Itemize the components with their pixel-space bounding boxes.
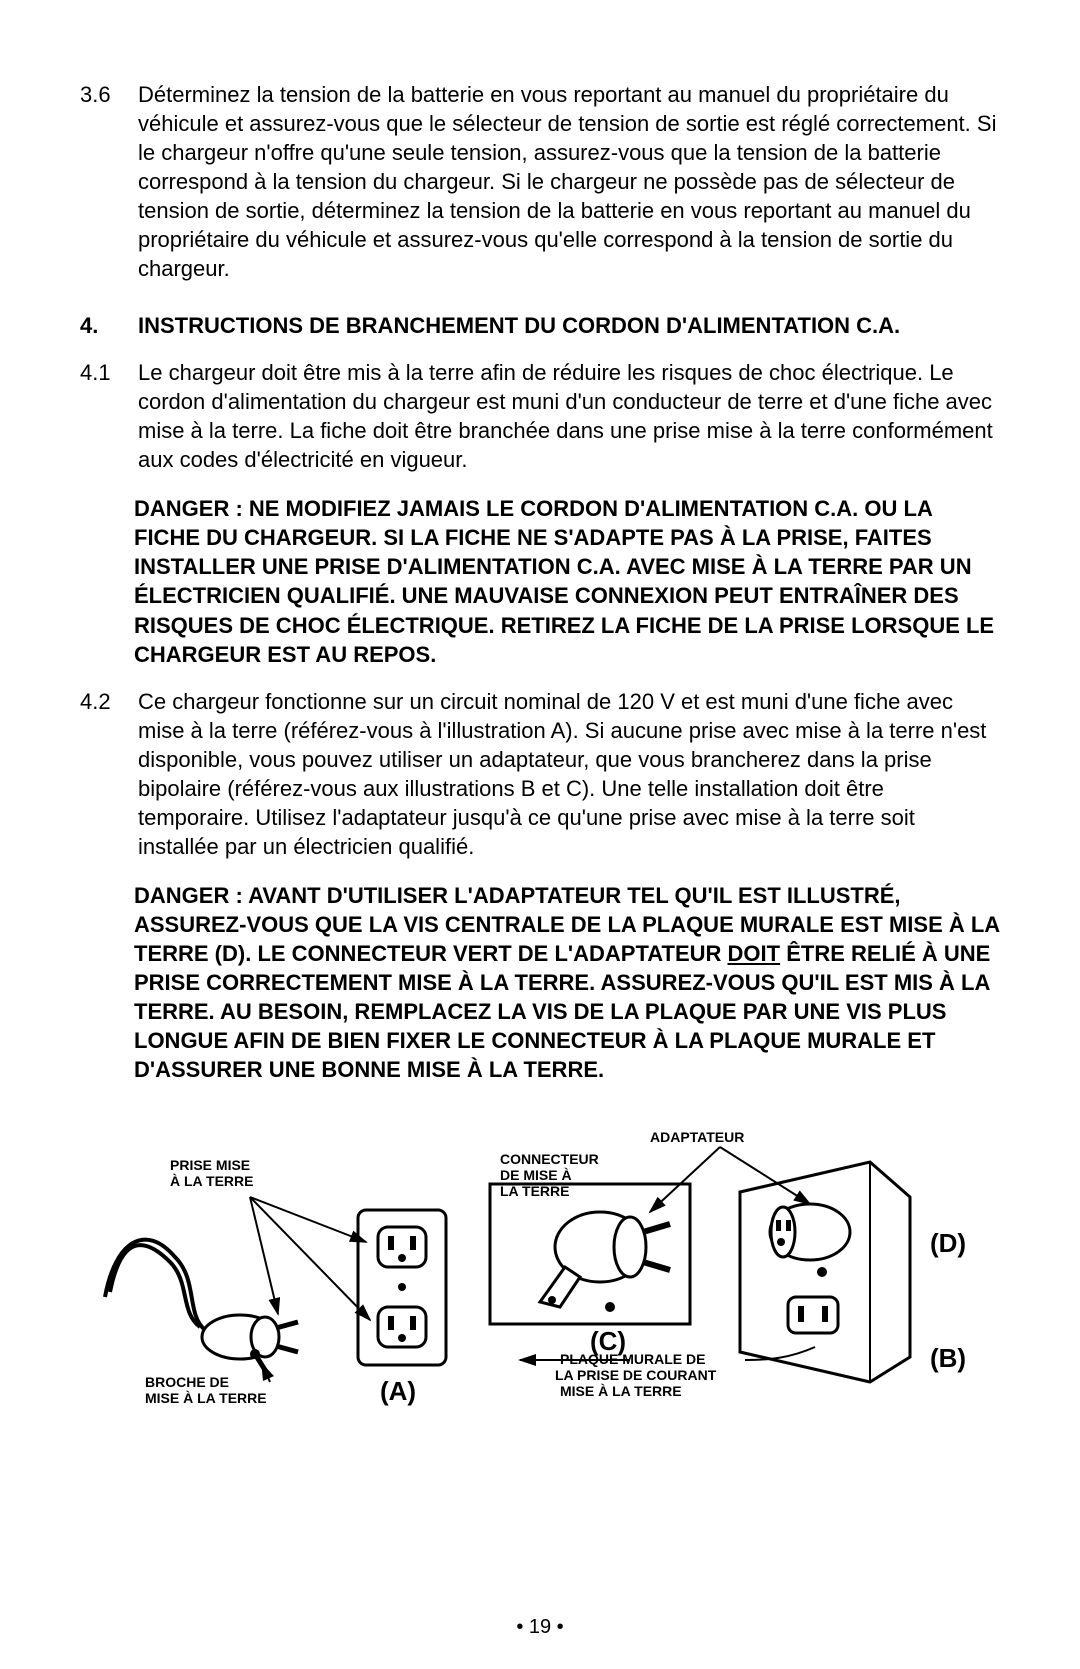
paragraph-4-1: 4.1 Le chargeur doit être mis à la terre… bbox=[80, 358, 1000, 474]
label-broche-l2: MISE À LA TERRE bbox=[145, 1390, 267, 1406]
section-4-heading: 4. INSTRUCTIONS DE BRANCHEMENT DU CORDON… bbox=[80, 311, 1000, 340]
grounding-diagram: PRISE MISE À LA TERRE BROCHE DE MISE À L… bbox=[80, 1102, 1000, 1412]
label-plaque-l2: LA PRISE DE COURANT bbox=[555, 1367, 717, 1383]
paragraph-4-2: 4.2 Ce chargeur fonctionne sur un circui… bbox=[80, 687, 1000, 861]
item-text: Le chargeur doit être mis à la terre afi… bbox=[138, 358, 1000, 474]
document-page: 3.6 Déterminez la tension de la batterie… bbox=[0, 0, 1080, 1669]
danger-text-underline: DOIT bbox=[728, 941, 781, 966]
outlet-plate-a bbox=[358, 1210, 446, 1365]
label-prise-l1: PRISE MISE bbox=[170, 1157, 250, 1173]
label-plaque-l1: PLAQUE MURALE DE bbox=[560, 1351, 705, 1367]
label-broche-l1: BROCHE DE bbox=[145, 1374, 229, 1390]
danger-block-2: DANGER : AVANT D'UTILISER L'ADAPTATEUR T… bbox=[134, 881, 1000, 1084]
adapter-closeup bbox=[490, 1184, 690, 1324]
item-number: 4. bbox=[80, 311, 138, 340]
section-title: INSTRUCTIONS DE BRANCHEMENT DU CORDON D'… bbox=[138, 311, 1000, 340]
label-B: (B) bbox=[930, 1343, 966, 1373]
label-conn-l2: DE MISE À bbox=[500, 1167, 572, 1183]
label-prise-l2: À LA TERRE bbox=[170, 1173, 253, 1189]
wall-plate-with-adapter bbox=[740, 1162, 910, 1382]
item-number: 4.2 bbox=[80, 687, 138, 861]
cord-and-plug bbox=[105, 1240, 298, 1370]
label-adaptateur: ADAPTATEUR bbox=[650, 1129, 744, 1145]
diagram-svg: PRISE MISE À LA TERRE BROCHE DE MISE À L… bbox=[90, 1102, 990, 1412]
label-D: (D) bbox=[930, 1228, 966, 1258]
paragraph-3-6: 3.6 Déterminez la tension de la batterie… bbox=[80, 80, 1000, 283]
danger-block-1: DANGER : NE MODIFIEZ JAMAIS LE CORDON D'… bbox=[134, 494, 1000, 668]
label-conn-l3: LA TERRE bbox=[500, 1183, 569, 1199]
label-plaque-l3: MISE À LA TERRE bbox=[560, 1383, 682, 1399]
page-number: • 19 • bbox=[0, 1616, 1080, 1639]
item-text: Déterminez la tension de la batterie en … bbox=[138, 80, 1000, 283]
item-text: Ce chargeur fonctionne sur un circuit no… bbox=[138, 687, 1000, 861]
label-C: (C) bbox=[590, 1326, 626, 1356]
item-number: 4.1 bbox=[80, 358, 138, 474]
label-conn-l1: CONNECTEUR bbox=[500, 1151, 599, 1167]
label-A: (A) bbox=[380, 1376, 416, 1406]
item-number: 3.6 bbox=[80, 80, 138, 283]
